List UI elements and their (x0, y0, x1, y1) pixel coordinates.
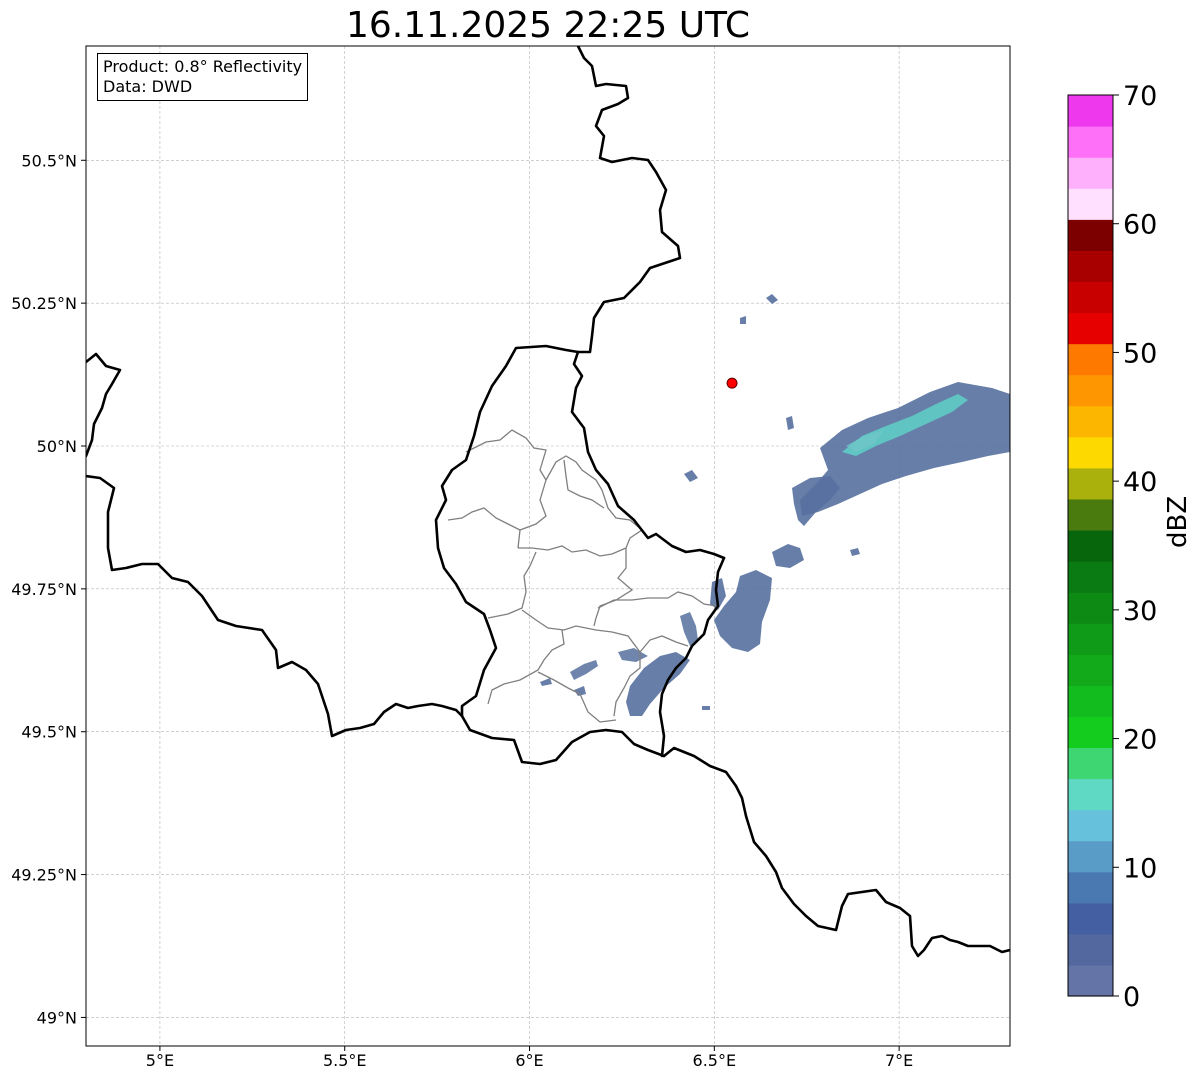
colorbar-tick-label: 30 (1123, 596, 1157, 627)
colorbar-segment (1068, 126, 1113, 158)
echo-spot-7 (702, 706, 710, 710)
colorbar-segment (1068, 157, 1113, 189)
border-be-fr-west (86, 474, 464, 738)
country-borders (86, 46, 1010, 958)
colorbar-tick-label: 70 (1123, 81, 1157, 112)
colorbar-segment (1068, 498, 1113, 531)
lat-tick-label: 49.5°N (21, 723, 77, 742)
lat-tick-label: 50.5°N (21, 151, 77, 170)
echo-streak-1 (570, 660, 598, 680)
latitude-axis: 49°N 49.25°N 49.5°N 49.75°N 50°N 50.25°N 50.5°… (11, 151, 86, 1027)
lat-tick-label: 50.25°N (11, 294, 77, 313)
border-fr-de-south (662, 746, 1010, 958)
colorbar-segment (1068, 623, 1113, 655)
colorbar-segment (1068, 219, 1113, 251)
colorbar-segment (1068, 529, 1113, 562)
colorbar-segment (1068, 654, 1113, 686)
echo-cell-east (772, 544, 804, 568)
colorbar-tick-label: 50 (1123, 338, 1157, 369)
echo-band-middle (792, 476, 840, 526)
border-lu-de-east (658, 556, 726, 758)
lat-tick-label: 50°N (37, 437, 77, 456)
radar-site-marker (726, 377, 738, 389)
colorbar-segment (1068, 343, 1113, 376)
plot-frame (85, 45, 1011, 1047)
colorbar-segment (1068, 250, 1113, 283)
colorbar-segment (1068, 933, 1113, 966)
echo-spot-4 (850, 548, 860, 556)
lat-tick-label: 49°N (37, 1008, 77, 1027)
data-source-text: Data: DWD (103, 77, 193, 96)
echo-band-northeast (800, 382, 1010, 516)
product-info-box: Product: 0.8° Reflectivity Data: DWD (97, 53, 309, 101)
echo-spot-3 (766, 294, 778, 304)
lon-tick-label: 5.5°E (323, 1051, 367, 1070)
colorbar-segment (1068, 685, 1113, 717)
lon-tick-label: 5°E (146, 1051, 174, 1070)
colorbar-tick-label: 60 (1123, 210, 1157, 241)
echo-core-inner (846, 430, 884, 452)
colorbar-segment (1068, 436, 1113, 469)
graticule (86, 46, 1010, 1046)
lat-tick-label: 49.25°N (11, 866, 77, 885)
colorbar-frame (1067, 94, 1114, 997)
colorbar-segment (1068, 374, 1113, 407)
lat-tick-label: 49.75°N (11, 580, 77, 599)
colorbar-tick-label: 0 (1123, 982, 1140, 1013)
colorbar-segment (1068, 281, 1113, 314)
longitude-axis: 5°E 5.5°E 6°E 6.5°E 7°E (146, 1046, 913, 1070)
colorbar-segment (1068, 871, 1113, 904)
colorbar-segment (1068, 467, 1113, 500)
echo-spot-5 (540, 678, 552, 686)
colorbar-segment (1068, 188, 1113, 220)
colorbar-segment (1068, 778, 1113, 811)
colorbar: 0 10 20 30 40 50 60 70 (1067, 81, 1157, 1013)
colorbar-segment (1068, 840, 1113, 873)
canton-boundaries (447, 429, 717, 723)
colorbar-segment (1068, 747, 1113, 780)
border-be-de-north (570, 46, 726, 560)
product-text: Product: 0.8° Reflectivity (103, 57, 303, 76)
lon-tick-label: 7°E (885, 1051, 913, 1070)
colorbar-segment (1068, 716, 1113, 749)
map-title: 16.11.2025 22:25 UTC (345, 5, 751, 46)
colorbar-tick-label: 20 (1123, 725, 1157, 756)
colorbar-segment (1068, 312, 1113, 345)
colorbar-segment (1068, 964, 1113, 997)
colorbar-segment (1068, 405, 1113, 438)
echo-spot-1 (684, 470, 698, 482)
colorbar-label: dBZ (1163, 495, 1193, 548)
border-be-fr-northwest (86, 352, 122, 458)
lon-tick-label: 6°E (515, 1051, 543, 1070)
echo-spot-2 (786, 416, 794, 430)
colorbar-segment (1068, 95, 1113, 127)
echo-streak-3 (680, 612, 698, 646)
colorbar-segment (1068, 902, 1113, 935)
echo-band-south (626, 652, 690, 716)
colorbar-tick-label: 40 (1123, 467, 1157, 498)
colorbar-segment (1068, 561, 1113, 593)
echo-cell-border (710, 578, 726, 610)
border-be-lu-west (434, 344, 580, 718)
echo-band-southeast (714, 570, 772, 652)
lon-tick-label: 6.5°E (693, 1051, 737, 1070)
colorbar-segment (1068, 592, 1113, 624)
reflectivity-echoes (540, 294, 1010, 716)
echo-spot-8 (740, 316, 746, 324)
echo-spot-6 (574, 686, 586, 696)
border-fr-lu-south (460, 714, 666, 766)
colorbar-tick-label: 10 (1123, 853, 1157, 884)
plot-area (86, 46, 1010, 1046)
colorbar-segment (1068, 809, 1113, 842)
